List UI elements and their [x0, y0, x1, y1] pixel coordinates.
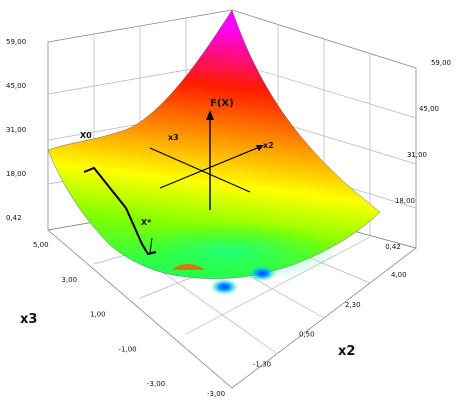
x2-tick-label: -3,00 — [207, 390, 225, 398]
x3-tick-label: -3,00 — [147, 380, 165, 388]
z-tick-left-label: 59,00 — [6, 38, 26, 46]
inset-axes — [149, 110, 264, 210]
minima-group — [210, 265, 277, 295]
x3-tick-label: -1,00 — [119, 345, 137, 353]
z-tick-left-label: 45,00 — [6, 82, 26, 90]
inset-z-label: F(X) — [210, 98, 234, 109]
z-tick-left-label: 31,00 — [6, 126, 26, 134]
z-tick-right-label: 18,00 — [395, 197, 415, 205]
z-tick-right-label: 0,42 — [385, 243, 401, 251]
z-tick-left-label: 18,00 — [6, 170, 26, 178]
x2-ticks: -3,00 -1,30 0,50 2,30 4,00 — [207, 271, 407, 398]
z-ticks-left: 59,00 45,00 31,00 18,00 0,42 — [6, 38, 26, 222]
z-tick-right-label: 59,00 — [431, 59, 451, 67]
z-tick-left-label: 0,42 — [6, 214, 22, 222]
x2-tick-label: 2,30 — [345, 301, 361, 309]
x3-axis-title: x3 — [20, 312, 37, 327]
descent-path — [83, 166, 157, 256]
inset-x2-label: x2 — [263, 141, 274, 150]
x3-tick-label: 1,00 — [90, 311, 106, 319]
surface — [47, 9, 381, 282]
x3-ticks: 5,00 3,00 1,00 -1,00 -3,00 — [33, 241, 165, 388]
minimum-marker — [210, 278, 239, 295]
start-point-label: X0 — [80, 131, 92, 140]
minimum-marker — [248, 265, 277, 282]
annotations: F(X) x3 x2 X0 X* — [80, 98, 274, 227]
x2-tick-label: -1,30 — [253, 360, 271, 368]
x3-tick-label: 3,00 — [62, 276, 78, 284]
z-tick-right-label: 45,00 — [419, 105, 439, 113]
z-ticks-right: 59,00 45,00 31,00 18,00 0,42 — [385, 59, 451, 251]
x2-axis-title: x2 — [338, 344, 355, 359]
bowl-highlight — [120, 222, 340, 282]
surface-fold — [172, 264, 205, 270]
inset-x3-label: x3 — [168, 133, 179, 142]
z-tick-right-label: 31,00 — [407, 151, 427, 159]
x2-tick-label: 4,00 — [391, 271, 407, 279]
x3-tick-label: 5,00 — [33, 241, 49, 249]
x2-tick-label: 0,50 — [299, 331, 315, 339]
optimum-point-label: X* — [141, 218, 152, 227]
